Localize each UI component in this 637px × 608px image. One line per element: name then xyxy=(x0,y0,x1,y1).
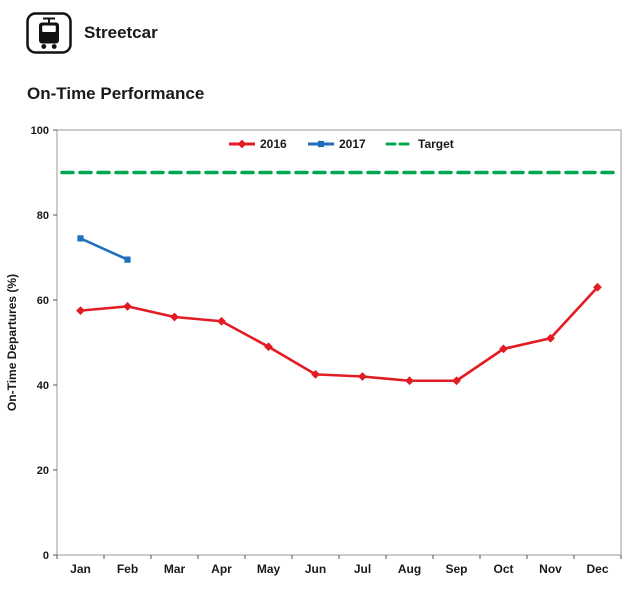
x-tick-label: Jun xyxy=(305,562,326,576)
series-2016-marker xyxy=(123,301,132,311)
series-2016-marker xyxy=(405,376,414,386)
legend-marker-2017 xyxy=(317,140,325,148)
series-2017-line xyxy=(79,237,129,261)
legend-label-2017: 2017 xyxy=(339,137,366,151)
page-title: On-Time Performance xyxy=(27,84,205,103)
legend-label-2016: 2016 xyxy=(260,137,287,151)
x-tick-label: Nov xyxy=(539,562,562,576)
ontime-performance-chart: 0 20 40 60 80 100 Jan Feb Mar Apr May Jun Jul Aug Sep O… xyxy=(0,110,637,590)
y-tick-label: 80 xyxy=(37,210,49,222)
x-tick-label: Feb xyxy=(117,562,138,576)
y-tick-label: 0 xyxy=(43,550,49,562)
series-2016-marker xyxy=(311,369,320,379)
series-2016-line xyxy=(79,285,599,383)
app-title: Streetcar xyxy=(84,23,158,42)
series-2016-marker xyxy=(499,344,508,354)
y-tick-label: 40 xyxy=(37,380,49,392)
y-tick-label: 20 xyxy=(37,465,49,477)
series-2017-marker xyxy=(124,256,131,263)
x-tick-label: Sep xyxy=(445,562,467,576)
x-tick-label: Apr xyxy=(211,562,232,576)
header: Streetcar xyxy=(26,12,637,54)
series-2016-marker xyxy=(170,312,179,322)
series-2016-marker xyxy=(76,306,85,316)
chart-svg: 0 20 40 60 80 100 Jan Feb Mar Apr May Jun Jul Aug Sep O… xyxy=(5,125,622,576)
legend-label-Target: Target xyxy=(418,137,454,151)
series-2017-marker xyxy=(77,235,84,242)
x-tick-label: Mar xyxy=(164,562,186,576)
series-2016-marker xyxy=(358,372,367,381)
x-tick-label: Dec xyxy=(586,562,608,576)
series-2016-marker xyxy=(264,342,273,352)
y-tick-label: 100 xyxy=(31,125,49,137)
x-tick-label: May xyxy=(257,562,281,576)
streetcar-icon xyxy=(26,12,72,54)
x-tick-label: Oct xyxy=(493,562,513,576)
series-2016-marker xyxy=(217,316,226,326)
series-2016-marker xyxy=(452,376,461,386)
x-tick-label: Jan xyxy=(70,562,91,576)
y-axis-title: On-Time Departures (%) xyxy=(5,274,19,411)
legend-marker-2016 xyxy=(237,139,247,149)
y-tick-label: 60 xyxy=(37,295,49,307)
x-tick-label: Jul xyxy=(354,562,371,576)
x-tick-label: Aug xyxy=(398,562,421,576)
